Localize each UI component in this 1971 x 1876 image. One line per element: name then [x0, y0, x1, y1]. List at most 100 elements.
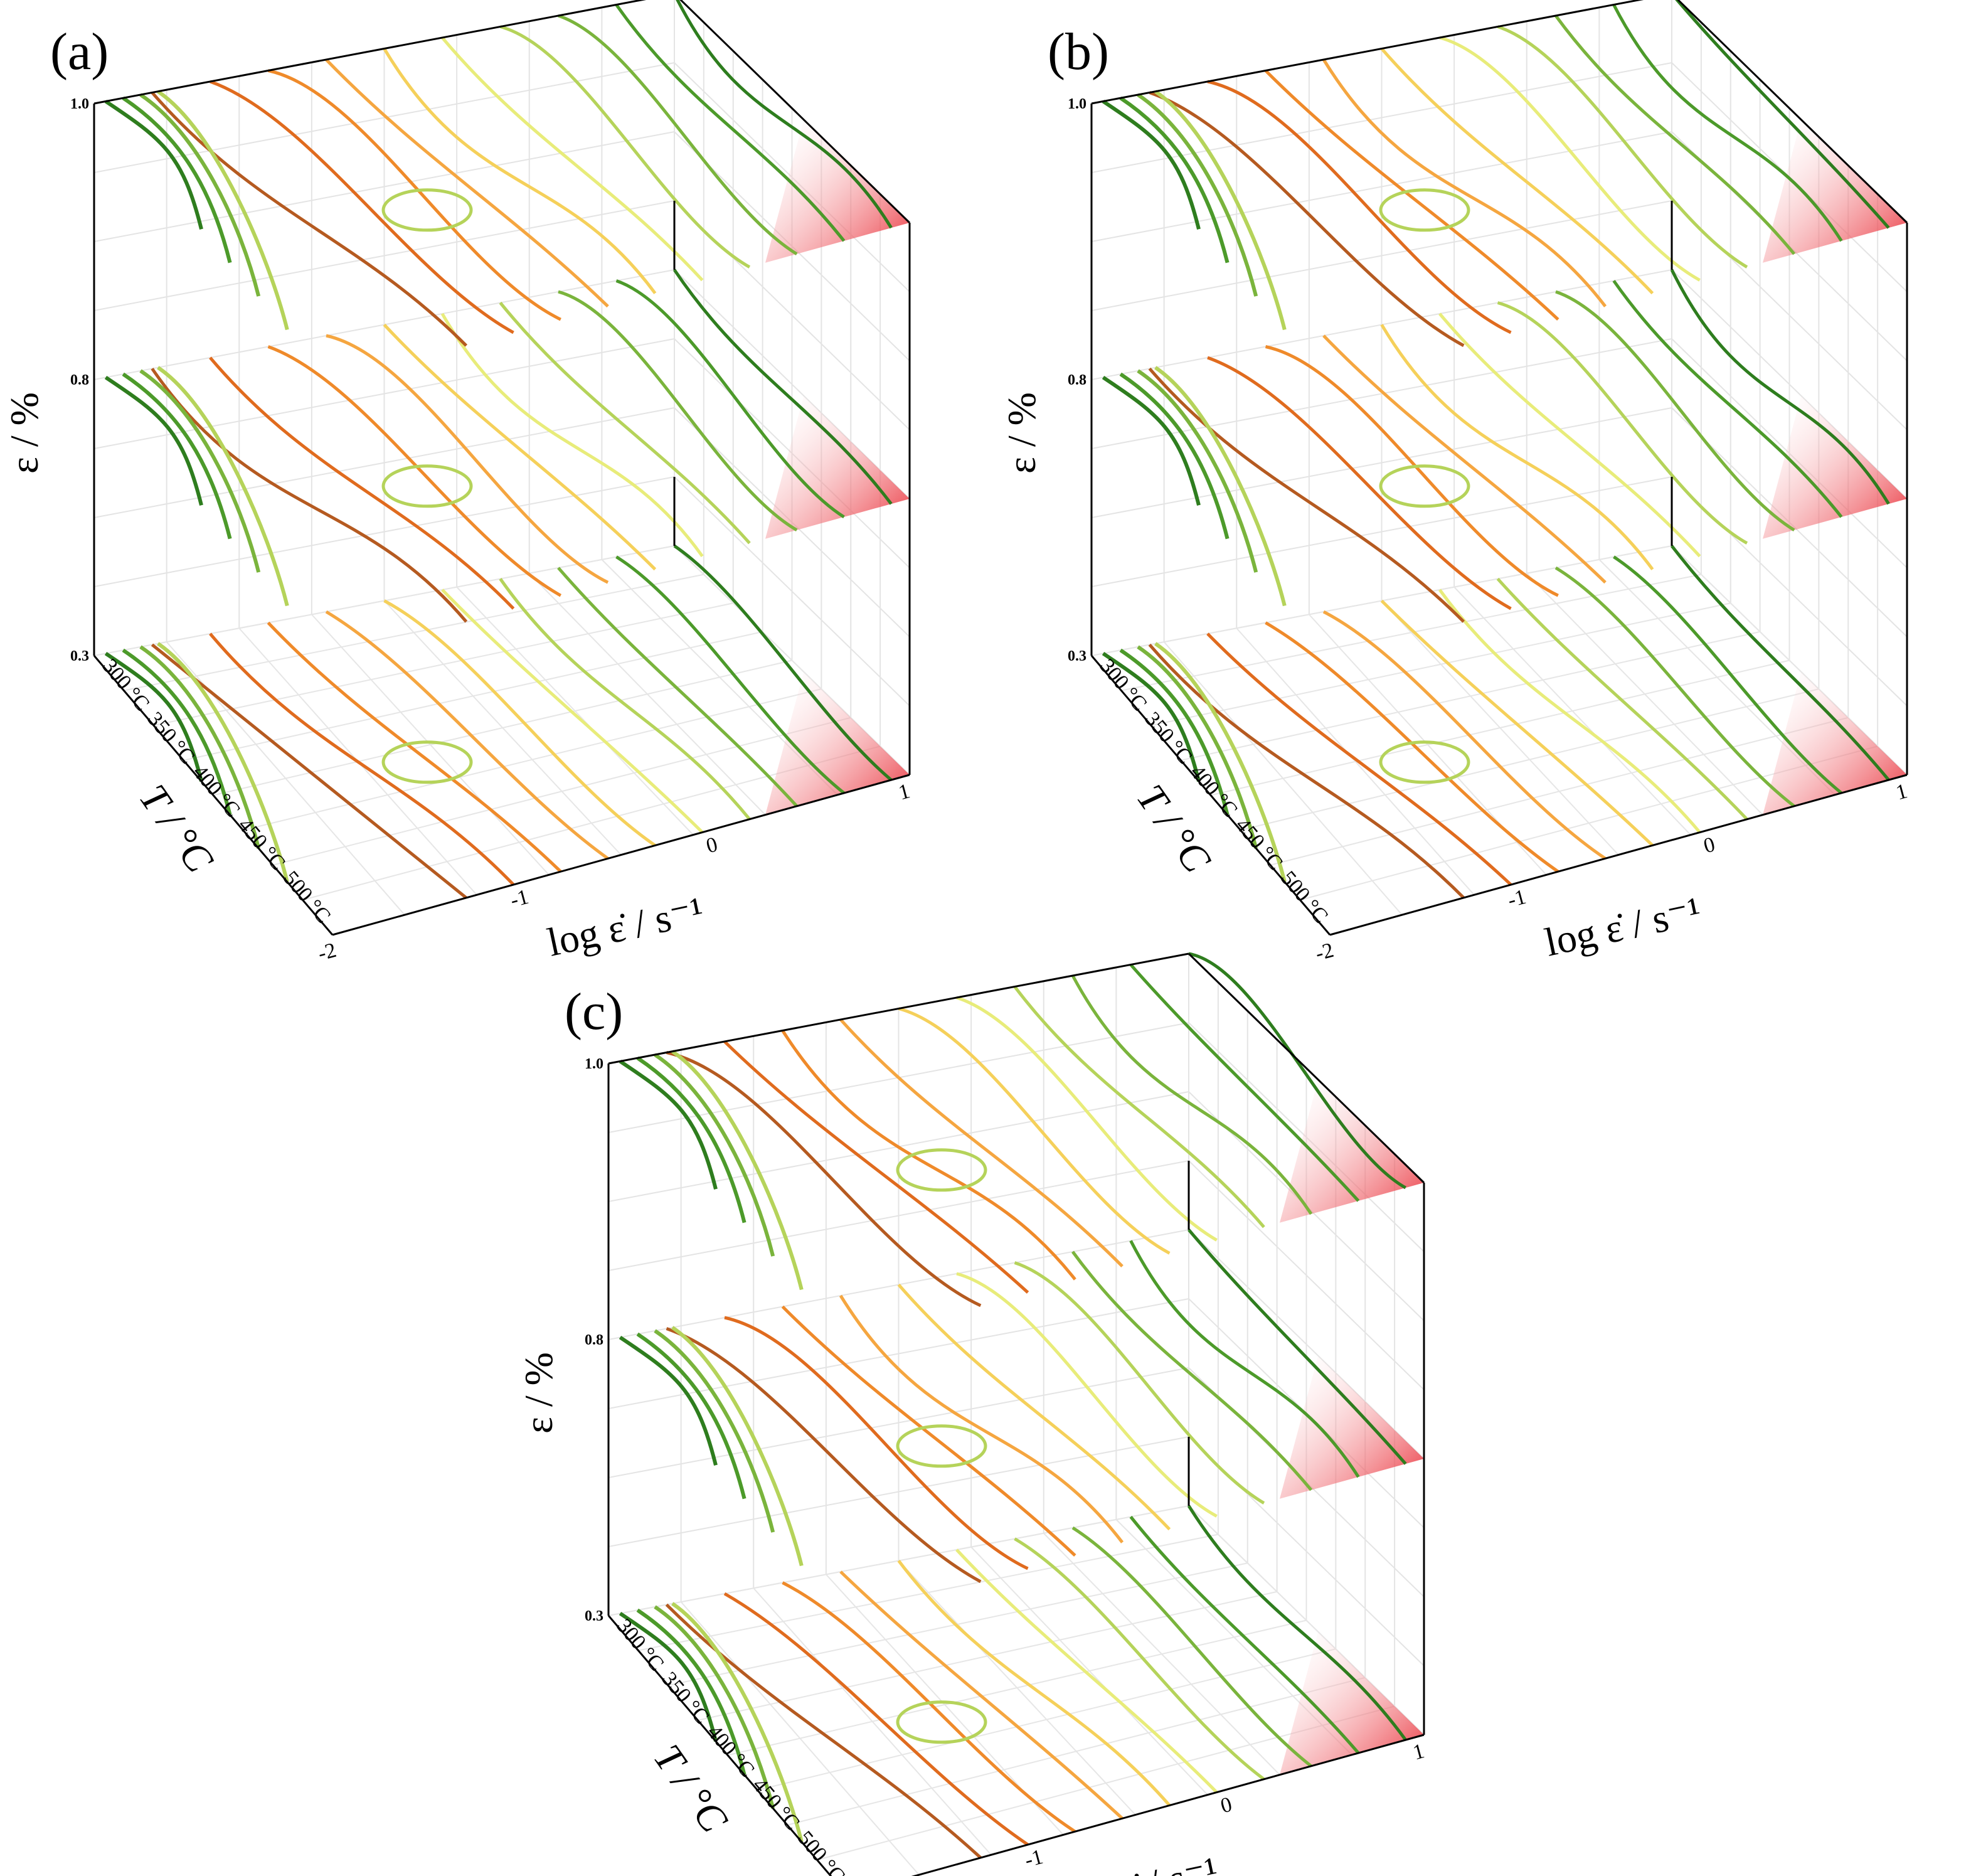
z-axis-title: ε / %: [516, 1352, 561, 1434]
contour-line: [157, 366, 289, 607]
panel-label: (a): [50, 23, 109, 81]
x-axis-title: log ε̇ / s⁻¹: [543, 888, 708, 965]
contour-line: [122, 648, 232, 816]
axes-frame: [607, 952, 1425, 1876]
contour-line: [956, 1272, 1218, 1518]
z-tick-label: 0.8: [585, 1332, 603, 1348]
z-tick-label: 0.3: [70, 648, 89, 664]
contour-line: [1438, 312, 1701, 558]
contour-line: [383, 48, 657, 294]
contour-line: [139, 369, 261, 573]
contour-line: [1675, 0, 1890, 229]
y-axis-line: [1090, 655, 1331, 935]
contour-line: [723, 1592, 1029, 1847]
contour-line: [636, 1332, 746, 1500]
x-tick-label: -2: [1313, 939, 1336, 966]
contour-line: [440, 312, 704, 558]
x-tick-label: 1: [1893, 779, 1910, 804]
contour-loop: [381, 740, 473, 784]
edge-line: [608, 952, 1189, 1065]
contour-line: [210, 80, 514, 334]
y-tick-label: 450 °C: [748, 1774, 804, 1835]
contour-line: [1154, 366, 1287, 607]
contour-line: [1014, 1537, 1265, 1781]
contour-line: [557, 567, 799, 807]
contour-line: [1265, 621, 1559, 873]
contour-line: [1119, 648, 1230, 816]
contour-line: [1187, 1228, 1407, 1465]
contour-line: [666, 1051, 982, 1308]
contour-line: [139, 645, 261, 849]
instability-region: [765, 671, 910, 815]
contour-loop: [1379, 464, 1470, 508]
edge-line: [679, 0, 911, 224]
contour-line: [1187, 1505, 1407, 1741]
contour-line: [1265, 345, 1559, 597]
contour-line: [1322, 610, 1607, 860]
x-axis-title: log ε̇ / s⁻¹: [1541, 888, 1705, 965]
contour-line: [1670, 269, 1890, 505]
grid-line: [674, 476, 910, 706]
contour-line: [1149, 91, 1465, 348]
grid-line: [970, 1546, 1208, 1796]
contour-line: [104, 100, 203, 230]
contour-line: [267, 345, 562, 597]
grid-line: [1091, 200, 1672, 311]
contour-line: [1439, 36, 1701, 282]
grid-line: [383, 600, 622, 856]
grid-line: [93, 338, 675, 449]
contour-line: [1554, 14, 1796, 255]
contour-line: [325, 58, 609, 308]
contour-slice-0.8: [1102, 269, 1907, 623]
instability-region: [1280, 1079, 1424, 1223]
instability-region: [1280, 1631, 1424, 1775]
contour-loop: [896, 1700, 987, 1744]
contour-slice-0.3: [104, 544, 910, 899]
contour-line: [157, 642, 289, 883]
contour-line: [636, 1056, 746, 1223]
contour-line: [1119, 96, 1230, 264]
contour-line: [619, 1612, 718, 1742]
grid-line: [1091, 62, 1672, 173]
grid-line: [1043, 1533, 1280, 1776]
contour-line: [499, 25, 751, 269]
instability-region: [765, 119, 910, 263]
contour-line: [1137, 369, 1258, 573]
grid-line: [1381, 600, 1619, 856]
z-tick-label: 1.0: [585, 1056, 603, 1072]
contour-line: [151, 91, 468, 347]
instability-region: [1763, 119, 1907, 263]
y-tick-label: 300 °C: [1095, 654, 1151, 715]
contour-line: [122, 96, 232, 264]
contour-line: [1071, 974, 1313, 1215]
contour-line: [723, 1040, 1029, 1294]
z-tick-label: 0.3: [585, 1608, 603, 1624]
instability-region: [765, 395, 910, 539]
contour-line: [1148, 367, 1465, 623]
grid-line: [608, 1367, 1189, 1478]
z-tick-label: 1.0: [1068, 96, 1086, 112]
contour-line: [636, 1608, 746, 1776]
x-tick-label: 1: [896, 779, 912, 804]
contour-line: [671, 1326, 804, 1567]
contour-line: [1497, 301, 1748, 545]
grid-line: [456, 586, 694, 836]
y-axis-line: [607, 1615, 832, 1876]
contour-line: [724, 1316, 1029, 1570]
z-tick-label: 0.8: [1068, 372, 1086, 388]
axes-frame: [1090, 0, 1908, 936]
grid-line: [1091, 131, 1672, 242]
contour-line: [615, 279, 845, 519]
axes-frame: [93, 0, 911, 936]
contour-line: [1071, 1526, 1312, 1767]
x-tick-label: -1: [508, 885, 531, 912]
contour-line: [1148, 643, 1465, 899]
grid-line: [1671, 545, 1908, 775]
contour-line: [897, 1283, 1171, 1531]
z-tick-label: 0.8: [70, 372, 89, 388]
y-tick-label: 450 °C: [233, 814, 290, 875]
contour-line: [1207, 80, 1512, 334]
instability-region: [1763, 671, 1907, 815]
contour-line: [615, 4, 846, 242]
